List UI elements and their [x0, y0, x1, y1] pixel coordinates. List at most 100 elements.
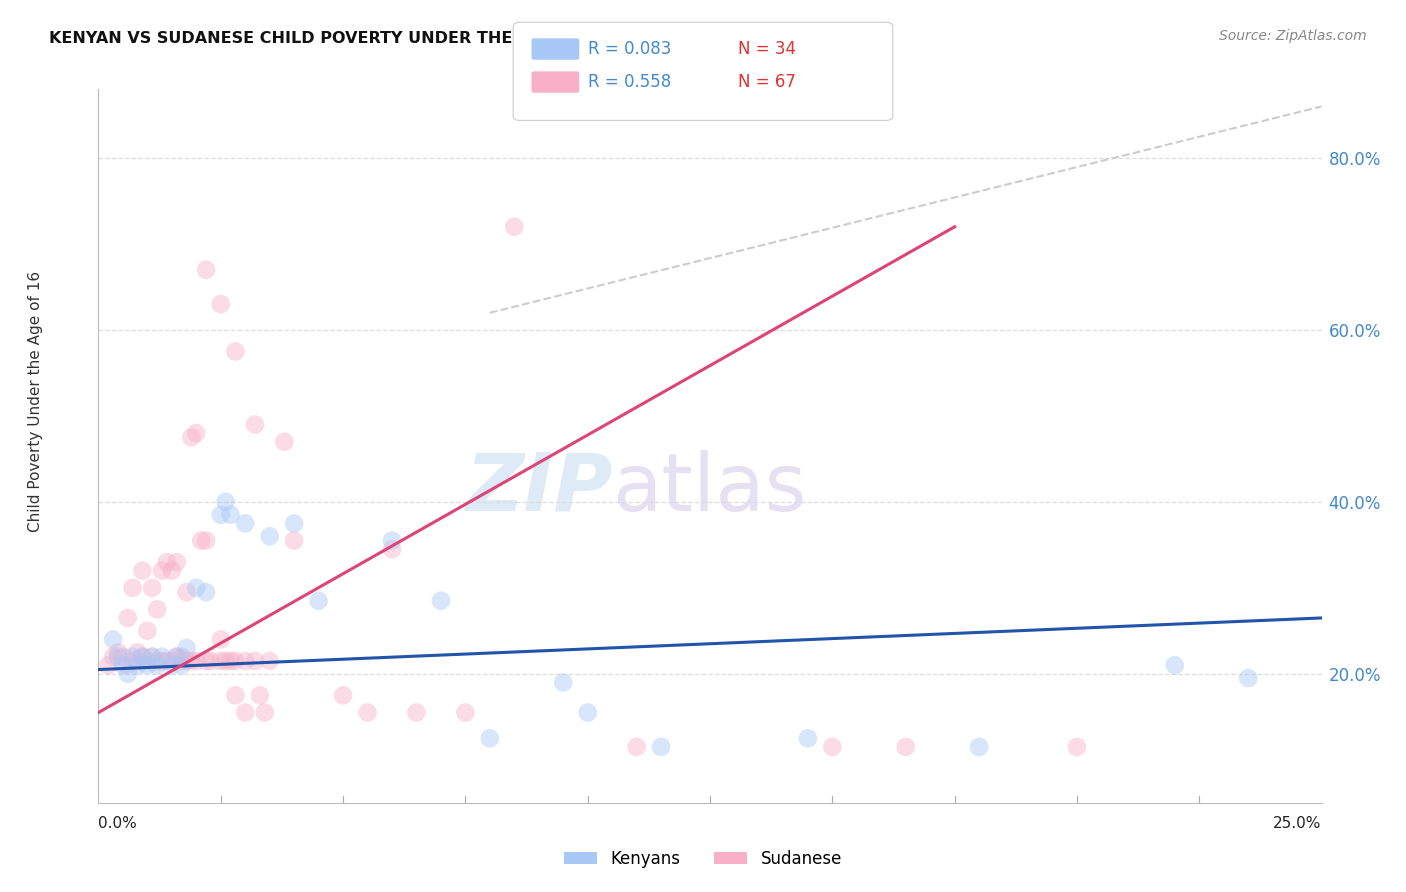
Point: [176, 641, 198, 656]
Point: [170, 658, 193, 673]
Point: [150, 649, 173, 664]
Point: [626, 739, 648, 754]
Point: [107, 649, 129, 664]
Point: [209, 508, 232, 522]
Point: [219, 508, 242, 522]
Point: [166, 555, 188, 569]
Point: [259, 529, 281, 543]
Point: [283, 533, 305, 548]
Point: [156, 654, 179, 668]
Point: [131, 649, 153, 664]
Point: [249, 689, 271, 703]
Legend: Kenyans, Sudanese: Kenyans, Sudanese: [557, 844, 849, 875]
Point: [478, 731, 501, 746]
Point: [195, 533, 218, 548]
Text: N = 34: N = 34: [738, 40, 796, 58]
Point: [186, 581, 208, 595]
Point: [283, 516, 305, 531]
Point: [121, 649, 143, 664]
Point: [576, 706, 599, 720]
Point: [186, 654, 208, 668]
Point: [186, 426, 208, 441]
Point: [209, 654, 232, 668]
Point: [127, 658, 149, 673]
Point: [97, 658, 120, 673]
Point: [127, 654, 149, 668]
Point: [233, 654, 256, 668]
Point: [160, 564, 183, 578]
Point: [219, 654, 242, 668]
Point: [821, 739, 844, 754]
Point: [160, 658, 183, 673]
Point: [195, 654, 218, 668]
Text: Child Poverty Under the Age of 16: Child Poverty Under the Age of 16: [28, 271, 42, 532]
Point: [150, 564, 173, 578]
Point: [170, 649, 193, 664]
Point: [170, 654, 193, 668]
Point: [146, 602, 169, 616]
Point: [243, 654, 266, 668]
Point: [176, 585, 198, 599]
Point: [233, 516, 256, 531]
Point: [117, 611, 139, 625]
Point: [381, 542, 404, 557]
Point: [214, 654, 236, 668]
Point: [141, 649, 163, 664]
Point: [233, 706, 256, 720]
Point: [121, 654, 143, 668]
Text: ZIP: ZIP: [465, 450, 612, 528]
Point: [214, 495, 236, 509]
Point: [160, 654, 183, 668]
Point: [166, 649, 188, 664]
Point: [166, 649, 188, 664]
Point: [150, 654, 173, 668]
Point: [117, 658, 139, 673]
Point: [141, 649, 163, 664]
Point: [308, 593, 330, 607]
Point: [180, 430, 202, 444]
Point: [146, 658, 169, 673]
Point: [146, 654, 169, 668]
Point: [224, 689, 246, 703]
Text: R = 0.083: R = 0.083: [588, 40, 671, 58]
Point: [190, 533, 212, 548]
Point: [111, 658, 134, 673]
Point: [1066, 739, 1088, 754]
Point: [131, 649, 153, 664]
Point: [967, 739, 990, 754]
Point: [127, 645, 149, 659]
Text: N = 67: N = 67: [738, 73, 796, 91]
Point: [136, 624, 159, 638]
Point: [454, 706, 477, 720]
Point: [101, 632, 124, 647]
Point: [176, 654, 198, 668]
Point: [224, 654, 246, 668]
Point: [131, 564, 153, 578]
Point: [195, 585, 218, 599]
Point: [253, 706, 276, 720]
Text: R = 0.558: R = 0.558: [588, 73, 671, 91]
Point: [356, 706, 378, 720]
Point: [136, 658, 159, 673]
Point: [894, 739, 917, 754]
Point: [430, 593, 453, 607]
Point: [797, 731, 820, 746]
Point: [209, 297, 232, 311]
Point: [101, 649, 124, 664]
Point: [121, 581, 143, 595]
Point: [180, 654, 202, 668]
Point: [650, 739, 672, 754]
Point: [553, 675, 575, 690]
Text: KENYAN VS SUDANESE CHILD POVERTY UNDER THE AGE OF 16 CORRELATION CHART: KENYAN VS SUDANESE CHILD POVERTY UNDER T…: [49, 31, 810, 46]
Point: [273, 434, 295, 449]
Point: [195, 262, 218, 277]
Point: [156, 555, 179, 569]
Point: [141, 581, 163, 595]
Text: Source: ZipAtlas.com: Source: ZipAtlas.com: [1219, 29, 1367, 43]
Point: [332, 689, 354, 703]
Point: [381, 533, 404, 548]
Point: [224, 344, 246, 359]
Text: 0.0%: 0.0%: [98, 815, 138, 830]
Text: 25.0%: 25.0%: [1274, 815, 1322, 830]
Point: [117, 666, 139, 681]
